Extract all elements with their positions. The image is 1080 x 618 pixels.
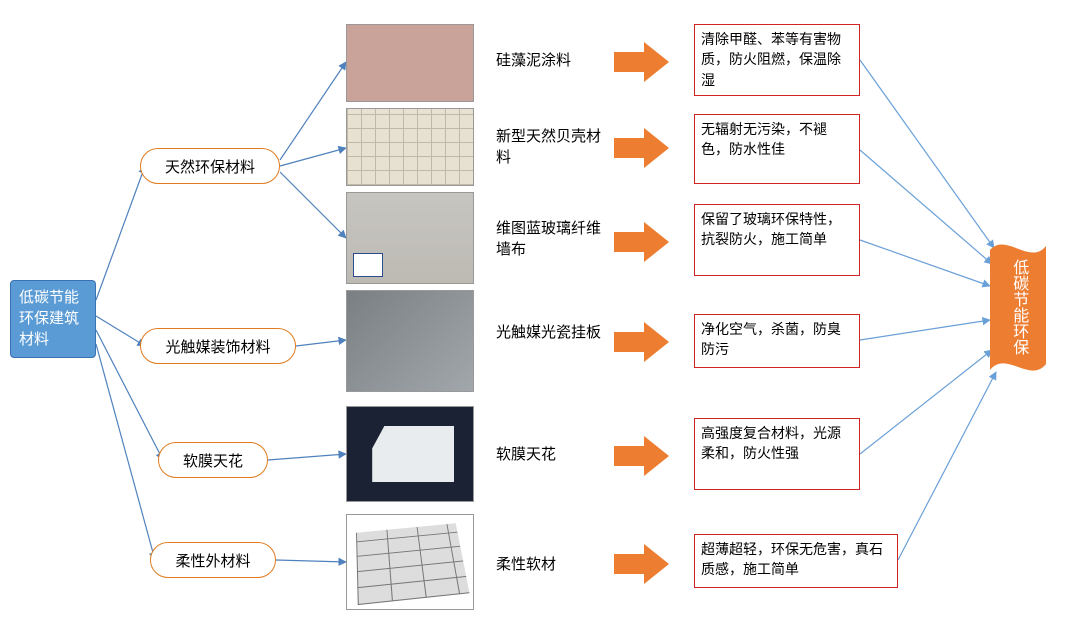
category-label: 光触媒装饰材料 — [165, 336, 270, 357]
material-label: 柔性软材 — [496, 554, 606, 575]
material-label: 新型天然贝壳材料 — [496, 126, 606, 168]
material-label: 软膜天花 — [496, 444, 606, 465]
root-label: 低碳节能环保建筑材料 — [19, 289, 79, 348]
terminal-node: 低碳节能环保 — [988, 232, 1048, 382]
material-description: 超薄超轻，环保无危害，真石质感，施工简单 — [694, 534, 898, 588]
material-image — [346, 108, 474, 186]
arrow-icon — [614, 436, 669, 476]
material-image — [346, 514, 474, 610]
terminal-label: 低碳节能环保 — [1007, 259, 1029, 355]
category-node: 柔性外材料 — [150, 542, 276, 578]
material-label: 光触媒光瓷挂板 — [496, 322, 606, 343]
material-description: 无辐射无污染，不褪色，防水性佳 — [694, 114, 860, 184]
material-description: 保留了玻璃环保特性，抗裂防火，施工简单 — [694, 204, 860, 276]
category-label: 软膜天花 — [183, 450, 243, 471]
arrow-icon — [614, 544, 669, 584]
category-label: 柔性外材料 — [175, 550, 250, 571]
material-image — [346, 290, 474, 392]
material-label: 维图蓝玻璃纤维墙布 — [496, 218, 606, 260]
material-description: 高强度复合材料，光源柔和，防火性强 — [694, 418, 860, 490]
material-image — [346, 24, 474, 102]
material-image — [346, 192, 474, 284]
connector-layer — [0, 0, 1080, 618]
root-node: 低碳节能环保建筑材料 — [10, 280, 96, 358]
category-node: 天然环保材料 — [140, 148, 280, 184]
arrow-icon — [614, 128, 669, 168]
arrow-icon — [614, 222, 669, 262]
category-label: 天然环保材料 — [165, 156, 255, 177]
material-description: 清除甲醛、苯等有害物质，防火阻燃，保温除湿 — [694, 24, 860, 96]
category-node: 光触媒装饰材料 — [140, 328, 296, 364]
arrow-icon — [614, 322, 669, 362]
material-label: 硅藻泥涂料 — [496, 50, 606, 71]
arrow-icon — [614, 42, 669, 82]
material-image — [346, 406, 474, 502]
category-node: 软膜天花 — [158, 442, 268, 478]
material-description: 净化空气，杀菌，防臭防污 — [694, 314, 860, 368]
